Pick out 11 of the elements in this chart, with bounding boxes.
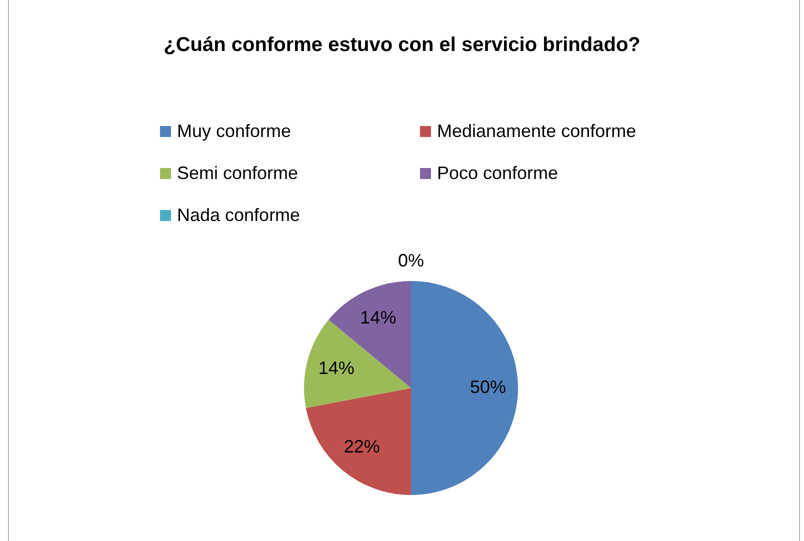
data-label: 50% — [470, 376, 506, 397]
data-label: 14% — [318, 358, 354, 378]
legend-label: Poco conforme — [437, 162, 558, 184]
data-label: 22% — [344, 436, 380, 456]
legend-label: Nada conforme — [177, 204, 300, 226]
text: 0% — [398, 250, 424, 271]
legend-label: Semi conforme — [177, 162, 298, 184]
legend-label: Medianamente conforme — [437, 120, 636, 142]
chart-title: ¿Cuán conforme estuvo con el servicio brindado? — [162, 34, 642, 57]
data-label: 14% — [360, 307, 396, 328]
legend-label: Muy conforme — [177, 120, 292, 142]
